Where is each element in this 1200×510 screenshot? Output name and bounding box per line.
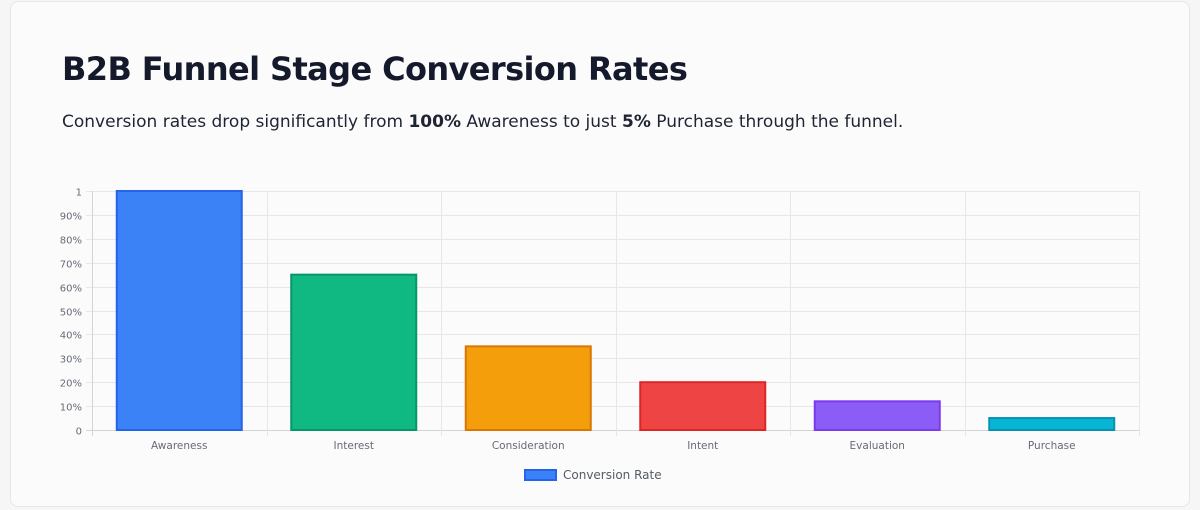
- x-tick-label: Interest: [334, 440, 374, 452]
- subtitle-text-3: Purchase through the funnel.: [650, 112, 904, 132]
- subtitle-text-1: Conversion rates drop significantly from: [62, 112, 409, 132]
- subtitle-text-2: Awareness to just: [460, 112, 622, 132]
- y-tick-label: 80%: [60, 236, 82, 247]
- x-tick-label: Purchase: [1028, 440, 1076, 452]
- bar-interest: [290, 273, 418, 431]
- y-tick-label: 60%: [60, 284, 82, 295]
- x-tick-label: Awareness: [151, 440, 207, 452]
- subtitle-highlight-start: 100%: [408, 112, 461, 132]
- y-tick-label: 40%: [60, 331, 82, 342]
- x-tick-label: Intent: [687, 440, 718, 452]
- y-tick-label: 20%: [60, 379, 82, 390]
- bar-intent: [639, 381, 767, 432]
- chart-title: B2B Funnel Stage Conversion Rates: [62, 50, 688, 88]
- y-tick-label: 10%: [60, 403, 82, 414]
- y-tick-label: 70%: [60, 260, 82, 271]
- bar-consideration: [464, 345, 592, 432]
- legend-swatch: [524, 469, 557, 481]
- bar-awareness: [115, 190, 243, 431]
- y-tick-label: 50%: [60, 308, 82, 319]
- chart-subtitle: Conversion rates drop significantly from…: [62, 112, 903, 132]
- x-tick-label: Consideration: [492, 440, 565, 452]
- bar-purchase: [988, 417, 1116, 431]
- y-tick-label: 90%: [60, 212, 82, 223]
- x-tick-label: Evaluation: [850, 440, 905, 452]
- legend-label: Conversion Rate: [563, 468, 662, 482]
- bar-evaluation: [813, 400, 941, 432]
- y-tick-label: 0: [76, 427, 82, 438]
- subtitle-highlight-end: 5%: [621, 112, 651, 132]
- y-tick-label: 30%: [60, 355, 82, 366]
- y-tick-label: 1: [76, 188, 82, 199]
- chart-legend[interactable]: Conversion Rate: [524, 468, 662, 482]
